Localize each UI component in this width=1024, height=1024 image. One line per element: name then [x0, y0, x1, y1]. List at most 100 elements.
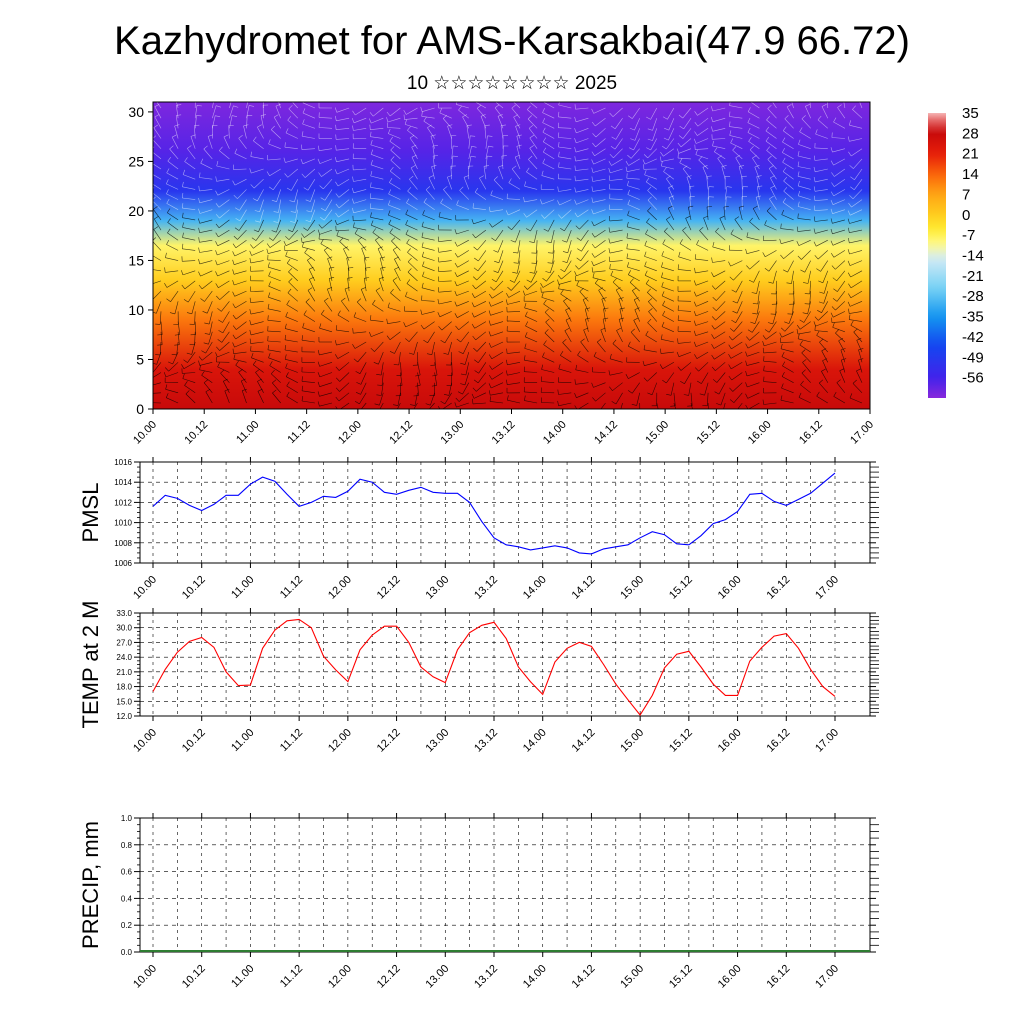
wind-barb	[337, 178, 350, 187]
wind-barb	[852, 109, 863, 119]
wind-barb	[517, 240, 521, 254]
wind-barb	[442, 402, 452, 409]
wind-barb-flag	[682, 226, 687, 231]
wind-barb-flag	[166, 179, 169, 185]
wind-barb	[752, 157, 760, 170]
wind-barb-flag	[370, 171, 373, 177]
wind-barb-flag	[751, 292, 757, 294]
wind-barb	[731, 372, 743, 381]
wind-barb	[497, 260, 504, 273]
wind-barb-flag	[267, 303, 270, 309]
wind-barb	[721, 166, 726, 180]
wind-barb	[268, 250, 281, 254]
wind-barb	[580, 341, 589, 353]
wind-barb	[318, 117, 333, 119]
wind-barb	[160, 331, 163, 345]
wind-barb	[199, 229, 213, 233]
wind-barb-flag	[390, 146, 395, 151]
colorbar-label: 35	[962, 105, 979, 122]
wind-barb-flag	[352, 328, 354, 334]
wind-barb-flag	[574, 271, 577, 277]
wind-barb-flag	[356, 298, 362, 303]
wind-barb-flag	[285, 236, 290, 240]
wind-barb	[629, 282, 640, 292]
wind-barb	[250, 350, 264, 353]
wind-barb	[233, 359, 247, 363]
wind-barb	[203, 382, 213, 393]
wind-barb	[678, 351, 692, 357]
wind-barb	[508, 290, 521, 298]
wind-barb	[353, 117, 367, 124]
wind-barb-flag	[375, 287, 381, 291]
wind-barb	[815, 229, 828, 234]
wind-barb-flag	[591, 382, 594, 388]
wind-barb-flag	[171, 354, 177, 356]
wind-barb	[406, 202, 418, 210]
wind-barb	[371, 117, 384, 124]
wind-barb-flag	[421, 232, 424, 238]
wind-barb-flag	[732, 310, 738, 314]
wind-barb	[714, 321, 726, 330]
wind-barb	[666, 372, 675, 384]
wind-barb-flag	[616, 327, 622, 331]
wind-barb	[165, 389, 179, 394]
wind-barb	[475, 280, 487, 290]
heatmap-y-tick-label: 25	[128, 153, 144, 169]
wind-barb-flag	[647, 128, 653, 131]
wind-barb	[507, 351, 521, 354]
wind-barb	[757, 291, 760, 305]
wind-barb-flag	[627, 262, 630, 268]
x-tick-label: 16.00	[716, 574, 744, 602]
wind-barb-flag	[255, 369, 260, 373]
wind-barb-flag	[285, 251, 288, 257]
wind-barb	[648, 311, 658, 322]
wind-barb	[165, 257, 179, 261]
wind-barb	[182, 174, 196, 180]
wind-barb-flag	[187, 145, 192, 149]
wind-barb-flag	[390, 412, 395, 414]
wind-barb-flag	[471, 323, 475, 329]
wind-barb	[250, 270, 264, 272]
wind-barb-flag	[174, 124, 180, 127]
wind-barb-flag	[370, 220, 374, 226]
wind-barb	[716, 372, 726, 383]
wind-barb	[153, 200, 162, 210]
wind-barb-flag	[405, 291, 408, 297]
wind-barb	[153, 174, 162, 180]
wind-barb	[549, 260, 555, 273]
wind-barb	[200, 270, 213, 277]
wind-barb	[336, 148, 350, 151]
wind-barb	[695, 341, 709, 347]
wind-barb	[648, 301, 658, 312]
wind-barb	[339, 372, 350, 382]
wind-barb	[153, 218, 162, 231]
wind-barb	[783, 250, 794, 259]
wind-barb-flag	[643, 344, 646, 350]
wind-barb-flag	[215, 352, 218, 358]
wind-barb	[544, 209, 555, 219]
wind-barb	[797, 166, 811, 170]
wind-barb	[411, 147, 418, 160]
wind-barb-flag	[764, 329, 770, 333]
wind-barb-flag	[814, 255, 819, 260]
y-tick-label: 0.4	[121, 894, 133, 903]
wind-barb-flag	[630, 138, 636, 141]
x-tick-label: 13.12	[472, 574, 500, 602]
wind-barb-flag	[301, 396, 304, 402]
wind-barb-flag	[729, 102, 731, 106]
wind-barb-flag	[745, 343, 749, 349]
wind-barb	[285, 316, 298, 322]
y-tick-label: 1008	[114, 539, 132, 548]
wind-barb-flag	[301, 385, 304, 391]
wind-barb	[392, 249, 401, 261]
wind-barb-flag	[728, 344, 732, 350]
wind-barb-flag	[822, 358, 828, 361]
wind-barb	[182, 207, 196, 210]
wind-barb	[405, 224, 418, 231]
wind-barb	[627, 215, 640, 221]
wind-barb	[755, 197, 760, 210]
wind-barb	[595, 283, 606, 292]
wind-barb-flag	[317, 391, 320, 397]
wind-barb	[340, 402, 350, 409]
wind-barb	[459, 190, 470, 200]
